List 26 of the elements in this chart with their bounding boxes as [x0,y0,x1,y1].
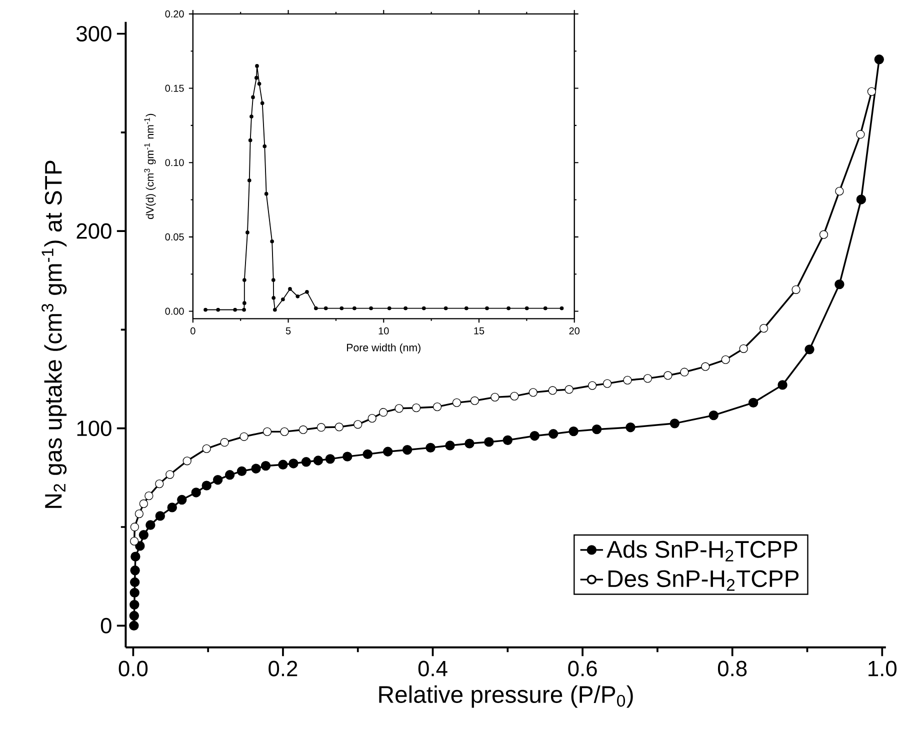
y-tick-label: 0.15 [165,84,184,92]
x-tick-label: 1.0 [868,660,897,676]
y-tick-label: 0.10 [165,159,184,166]
x-axis-title: Pore width (nm) [347,344,420,354]
x-tick-label: 0.6 [568,660,597,676]
y-tick-label: 0.20 [165,10,184,18]
x-tick-label: 0.0 [118,660,148,676]
x-tick-label: 0.8 [718,660,747,676]
x-tick-label: 0.2 [268,660,298,676]
x-tick-label: 5 [286,327,291,334]
y-tick-label: 100 [77,420,112,436]
y-tick-label: 300 [76,26,112,42]
y-axis-title: N$_{2}$ gas uptake (cm$^{3}$ gm$^{-1}$) at STP [42,160,67,508]
legend-label: Ads SnP-H$_{2}$TCPP [606,540,798,562]
x-tick-label: 0 [190,327,196,334]
x-tick-label: 0.4 [418,660,448,676]
x-tick-label: 20 [569,327,580,334]
y-tick-label: 200 [76,223,112,239]
y-tick-label: 0.00 [165,308,184,315]
y-tick-label: 0.05 [165,233,184,240]
legend-label: Des SnP-H$_{2}$TCPP [608,570,799,591]
y-axis-title: dV(d) (cm$^{3}$ gm$^{-1}$ nm$^{-1}$) [144,114,156,219]
y-tick-label: 0 [100,618,112,634]
x-axis-title: Relative pressure (P/P$_{0}$) [379,685,633,708]
x-tick-label: 15 [474,327,484,334]
x-tick-label: 10 [378,327,389,334]
